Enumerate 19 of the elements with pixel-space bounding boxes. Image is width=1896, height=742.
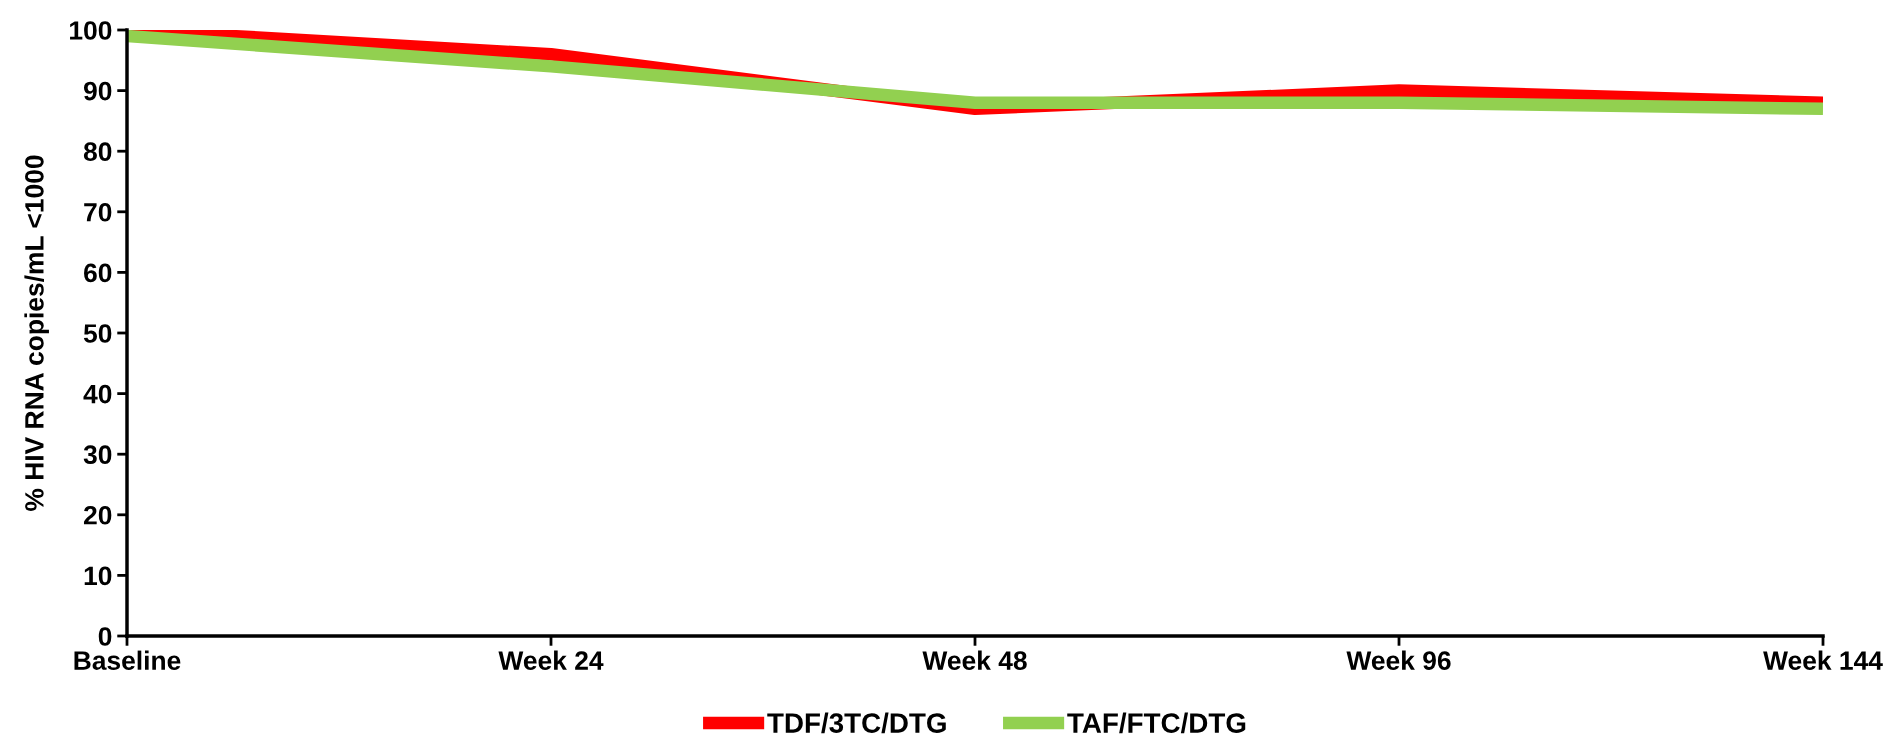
x-tick-label: Week 144 <box>1763 650 1883 670</box>
y-tick-label: 40 <box>83 384 112 404</box>
y-tick-label: 0 <box>98 627 112 646</box>
y-tick-label: 30 <box>83 445 112 465</box>
legend-label: TDF/3TC/DTG <box>767 712 946 734</box>
y-tick-label: 80 <box>83 142 112 162</box>
legend-label: TAF/FTC/DTG <box>1067 712 1246 734</box>
y-tick-label: 70 <box>84 202 112 222</box>
y-tick-label: 60 <box>84 263 112 283</box>
x-tick-label: Week 24 <box>498 650 604 670</box>
x-tick-label: Baseline <box>74 650 181 670</box>
y-tick-label: 90 <box>83 81 112 101</box>
y-tick-label: 50 <box>83 324 112 343</box>
y-axis-title: % HIV RNA copies/mL <1000 <box>24 155 49 511</box>
x-tick-label: Week 48 <box>922 650 1027 670</box>
y-tick-label: 20 <box>83 505 112 525</box>
x-tick-label: Week 96 <box>1346 650 1451 670</box>
y-tick-label: 10 <box>84 566 112 586</box>
y-tick-label: 100 <box>70 21 112 40</box>
